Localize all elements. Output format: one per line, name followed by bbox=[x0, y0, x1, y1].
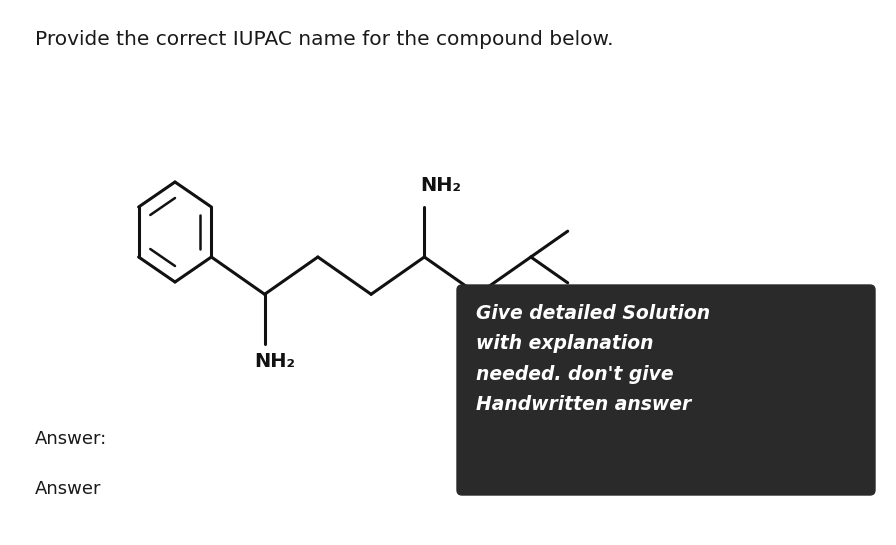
Text: Provide the correct IUPAC name for the compound below.: Provide the correct IUPAC name for the c… bbox=[35, 30, 614, 49]
Text: NH₂: NH₂ bbox=[420, 176, 461, 195]
Text: Give detailed Solution
with explanation
needed. don't give
Handwritten answer: Give detailed Solution with explanation … bbox=[476, 304, 711, 414]
Text: NH₂: NH₂ bbox=[254, 352, 296, 371]
Text: Answer: Answer bbox=[35, 480, 101, 498]
Text: O: O bbox=[470, 365, 487, 385]
Text: Answer:: Answer: bbox=[35, 430, 108, 448]
FancyBboxPatch shape bbox=[457, 285, 875, 495]
